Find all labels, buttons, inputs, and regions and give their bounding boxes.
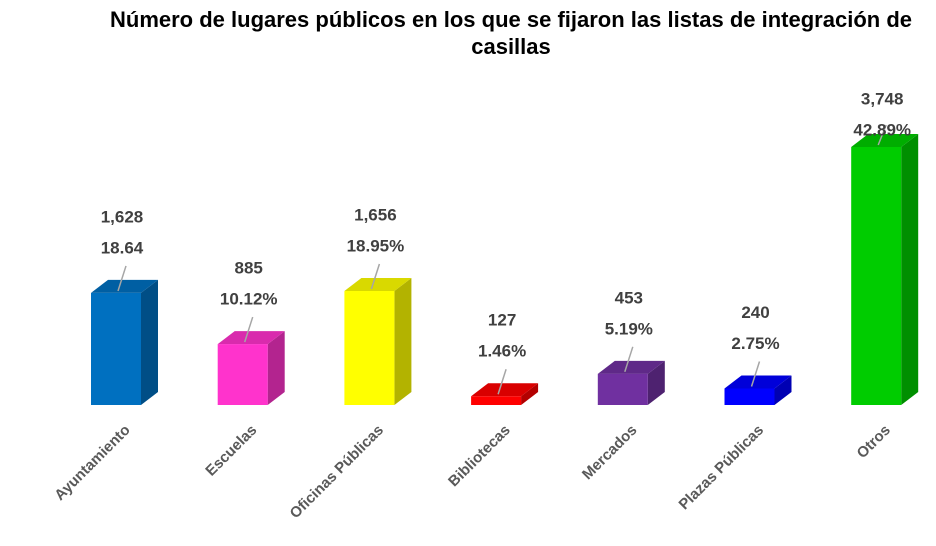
percent-label: 1.46% <box>478 342 526 361</box>
value-label: 240 <box>741 303 769 322</box>
bar-side <box>267 331 285 405</box>
leader-line <box>497 369 507 395</box>
percent-label: 42.89% <box>853 120 911 139</box>
x-tick-label: Mercados <box>579 422 641 484</box>
percent-label: 18.64 <box>101 238 144 257</box>
x-tick-label: Ayuntamiento <box>51 422 133 504</box>
x-tick-label: Bibliotecas <box>445 422 514 491</box>
bar <box>597 360 665 405</box>
leader-line <box>117 265 127 292</box>
x-tick-label: Otros <box>854 422 894 462</box>
bar-side <box>141 279 158 405</box>
bar <box>724 375 792 405</box>
bar-top <box>851 134 919 147</box>
bar-front <box>344 291 395 405</box>
value-label: 453 <box>615 288 643 307</box>
leader-line <box>750 361 761 387</box>
bar <box>217 331 285 405</box>
bar-top <box>471 383 539 397</box>
bar-front <box>91 292 141 405</box>
bar-top <box>344 278 412 292</box>
bar-front <box>471 396 522 405</box>
leader-line <box>624 346 634 373</box>
leader-line <box>877 124 887 146</box>
leader-line <box>243 316 254 343</box>
bar-front <box>597 373 648 405</box>
bar-side <box>901 134 919 405</box>
bar-top <box>597 360 665 374</box>
bar-front <box>851 147 902 405</box>
percent-label: 18.95% <box>347 236 405 255</box>
bar <box>851 134 919 405</box>
value-label: 3,748 <box>861 89 904 108</box>
x-tick-label: Escuelas <box>202 422 260 480</box>
value-label: 127 <box>488 311 516 330</box>
chart-title: Número de lugares públicos en los que se… <box>110 7 912 59</box>
bar <box>471 383 539 405</box>
bar-side <box>647 360 665 405</box>
bar-front <box>724 388 775 405</box>
value-label: 1,656 <box>354 205 397 224</box>
bar-side <box>774 375 792 405</box>
bar <box>91 279 158 405</box>
percent-label: 10.12% <box>220 290 278 309</box>
bar-front <box>217 344 268 405</box>
percent-label: 2.75% <box>731 334 779 353</box>
value-label: 1,628 <box>101 207 144 226</box>
bar <box>344 278 412 405</box>
bar-side <box>394 278 412 405</box>
leader-line <box>370 263 381 290</box>
x-tick-label: Oficinas Públicas <box>287 422 387 522</box>
x-tick-label: Plazas Públicas <box>676 422 768 514</box>
bar-top <box>91 279 158 293</box>
bar-top <box>724 375 792 389</box>
bar-top <box>217 331 285 345</box>
bar-side <box>521 383 539 405</box>
percent-label: 5.19% <box>605 319 653 338</box>
value-label: 885 <box>235 259 263 278</box>
